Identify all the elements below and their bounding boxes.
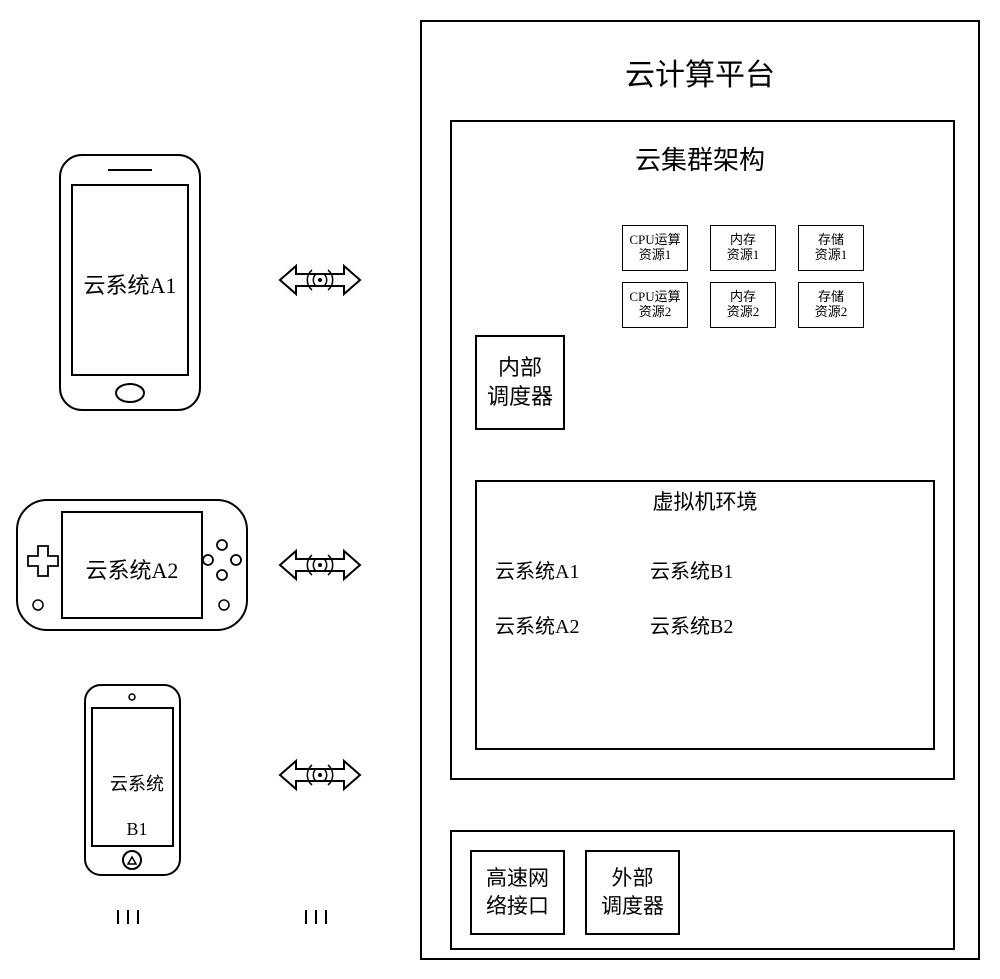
cluster-title: 云集群架构 <box>570 140 830 177</box>
wifi-arrow-1 <box>280 266 360 294</box>
vm-b2: 云系统B2 <box>650 610 733 639</box>
res-sto2: 存储 资源2 <box>798 282 864 328</box>
wifi-arrow-3 <box>280 761 360 789</box>
internal-scheduler-box: 内部 调度器 <box>475 335 565 430</box>
phone2-label: 云系统 B1 <box>92 750 173 840</box>
scheduler-internal-l2: 调度器 <box>487 383 553 412</box>
vm-title: 虚拟机环境 <box>620 486 790 516</box>
scheduler-internal-l1: 内部 <box>498 354 542 383</box>
res-sto1: 存储 资源1 <box>798 225 864 271</box>
vm-b1: 云系统B1 <box>650 555 733 584</box>
net-interface-box: 高速网 络接口 <box>470 850 565 935</box>
vm-a1: 云系统A1 <box>495 555 579 584</box>
vm-a2: 云系统A2 <box>495 610 579 639</box>
phone1-label: 云系统A1 <box>72 268 188 300</box>
res-mem2: 内存 资源2 <box>710 282 776 328</box>
res-cpu2: CPU运算 资源2 <box>622 282 688 328</box>
external-scheduler-box: 外部 调度器 <box>585 850 680 935</box>
wifi-arrow-2 <box>280 551 360 579</box>
platform-title: 云计算平台 <box>560 50 840 94</box>
res-cpu1: CPU运算 资源1 <box>622 225 688 271</box>
res-mem1: 内存 资源1 <box>710 225 776 271</box>
handheld-label: 云系统A2 <box>62 553 202 585</box>
